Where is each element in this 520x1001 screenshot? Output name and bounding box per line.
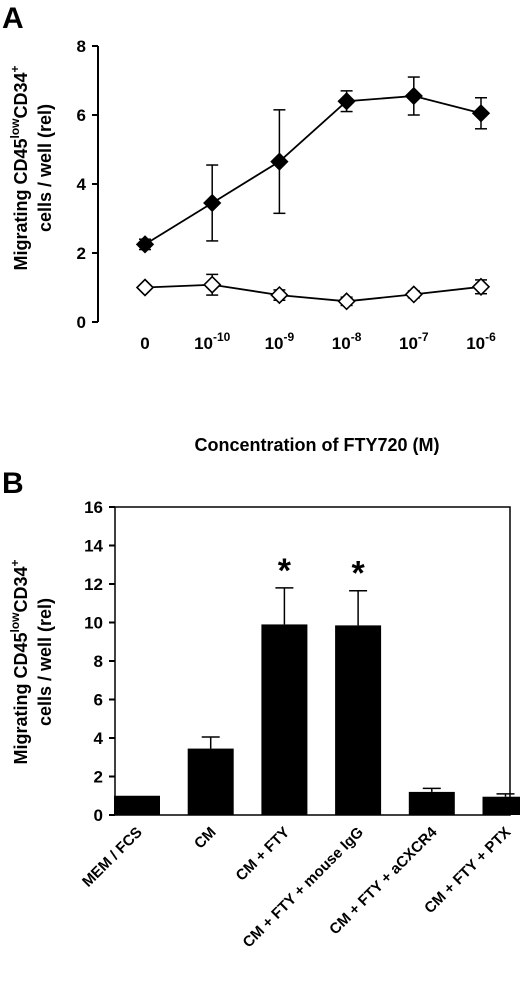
panel-a-x-tick-label: 10-8 <box>332 330 362 353</box>
panel-a-x-axis-title: Concentration of FTY720 (M) <box>194 435 439 455</box>
panel-b-bar <box>335 625 382 815</box>
panel-b-category-label: MEM / FCS <box>79 824 146 891</box>
panel-a-letter: A <box>2 2 24 35</box>
panel-a-series-line <box>144 283 482 303</box>
panel-a-open-diamond-marker <box>203 275 222 294</box>
panel-a-y-tick-label: 8 <box>77 37 86 56</box>
panel-b-y-tick-label: 8 <box>94 652 103 671</box>
panel-a-chart: 0 2 4 6 8 0 10-10 10-9 10-8 10-7 10-6 <box>77 37 497 353</box>
panel-b-chart: 0 2 4 6 8 10 12 14 16 MEM / FCS CM * CM + FTY * CM + F… <box>79 498 520 951</box>
panel-b-significance-star: * <box>278 552 292 590</box>
panel-a-open-diamond-marker <box>135 278 155 297</box>
panel-a-open-diamond-marker <box>404 285 423 304</box>
panel-a-filled-diamond-marker <box>270 152 289 171</box>
panel-a-x-tick-label: 10-7 <box>399 330 429 353</box>
panel-a-series-line <box>144 95 482 246</box>
panel-b-category-label: CM <box>191 824 220 853</box>
panel-b-y-tick-label: 14 <box>84 537 103 556</box>
panel-b-y-tick-label: 0 <box>94 806 103 825</box>
panel-a-filled-diamond-marker <box>203 193 222 213</box>
panel-b-y-axis-title: Migrating CD45lowCD34+ <box>8 559 31 764</box>
panel-a-y-axis-title: Migrating CD45lowCD34+ <box>8 65 31 270</box>
panel-b-category-label: CM + FTY + mouse IgG <box>240 824 367 951</box>
panel-a-x-tick-label: 10-6 <box>466 330 496 353</box>
panel-b-y-tick-label: 10 <box>84 614 103 633</box>
panel-b-y-axis-title-line2: cells / well (rel) <box>35 598 55 726</box>
panel-a-open-diamond-marker <box>270 285 289 305</box>
panel-b-bar <box>482 796 520 815</box>
panel-a-open-diamond-marker <box>471 277 491 296</box>
panel-b-letter: B <box>2 467 24 500</box>
panel-b-y-tick-label: 12 <box>84 575 103 594</box>
panel-b-significance-star: * <box>351 555 365 593</box>
panel-a-y-tick-label: 4 <box>77 175 87 194</box>
panel-b-y-tick-label: 16 <box>84 498 103 517</box>
panel-a-x-tick-label: 10-10 <box>194 330 231 353</box>
panel-b-y-tick-label: 6 <box>94 691 103 710</box>
panel-b-bar <box>408 791 455 815</box>
panel-a-y-tick-label: 0 <box>77 313 86 332</box>
panel-a-filled-diamond-marker <box>471 104 491 123</box>
panel-a-x-tick-label: 10-9 <box>265 330 295 353</box>
panel-b-y-tick-label: 4 <box>94 729 104 748</box>
panel-a-y-axis-title-line2: cells / well (rel) <box>35 104 55 232</box>
panel-a-y-tick-label: 6 <box>77 106 86 125</box>
panel-b-bar <box>114 795 160 815</box>
panel-b-category-label: CM + FTY <box>233 824 294 885</box>
panel-b-bar <box>261 624 308 815</box>
panel-a-x-tick-label: 0 <box>140 334 149 353</box>
panel-a-y-tick-label: 2 <box>77 244 86 263</box>
panel-a-filled-diamond-marker <box>135 235 155 254</box>
panel-a-open-diamond-marker <box>337 292 356 311</box>
panel-b-y-tick-label: 2 <box>94 768 103 787</box>
panel-a-filled-diamond-marker <box>404 86 423 106</box>
panel-b-plot-frame <box>114 506 511 816</box>
panel-a-filled-diamond-marker <box>337 92 356 111</box>
panel-b-bar <box>187 748 234 815</box>
